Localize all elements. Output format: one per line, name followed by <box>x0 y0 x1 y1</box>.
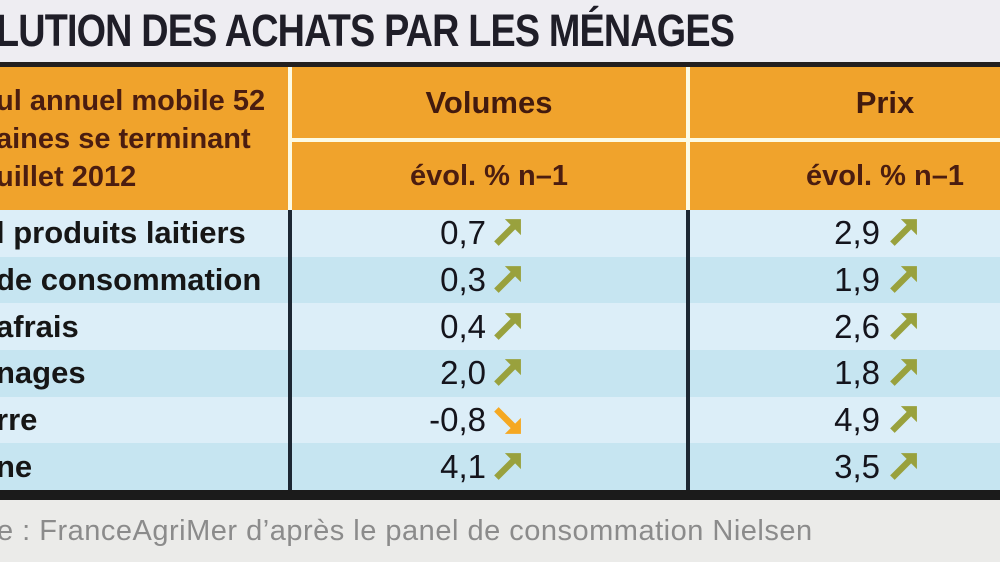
trend-up-arrow-icon <box>888 452 918 482</box>
table-row: rre -0,8 4,9 <box>0 396 1000 444</box>
volumes-subheader-label: évol. % n–1 <box>410 159 568 192</box>
table-row: de consommation 0,3 1,9 <box>0 256 1000 304</box>
volumes-value: 0,4 <box>440 307 486 345</box>
body-column-divider <box>288 210 292 490</box>
trend-up-arrow-icon <box>492 452 522 482</box>
source-text: e : FranceAgriMer d’après le panel de co… <box>0 514 813 547</box>
row-label: ne <box>0 448 33 484</box>
volumes-header-label: Volumes <box>425 84 553 120</box>
table-row: ne 4,1 3,5 <box>0 443 1000 491</box>
page-title: LUTION DES ACHATS PAR LES MÉNAGES <box>0 5 735 56</box>
title-band: LUTION DES ACHATS PAR LES MÉNAGES <box>0 0 1000 62</box>
prix-value: 1,9 <box>834 261 880 298</box>
trend-up-arrow-icon <box>888 218 918 248</box>
trend-down-arrow-icon <box>492 405 522 435</box>
prix-value: 3,5 <box>834 447 880 485</box>
column-header-prix: Prix évol. % n–1 <box>690 67 1000 210</box>
body-column-divider <box>686 210 690 490</box>
table-row: afrais 0,4 2,6 <box>0 303 1000 351</box>
volumes-value: 2,0 <box>440 354 486 392</box>
corner-header-cell: ul annuel mobile 52 aines se terminant u… <box>0 67 288 210</box>
trend-up-arrow-icon <box>492 312 522 342</box>
column-header-volumes: Volumes évol. % n–1 <box>292 67 686 210</box>
corner-header-line: aines se terminant <box>0 122 251 155</box>
row-label: rre <box>0 402 38 438</box>
header-column-divider <box>686 67 690 210</box>
prix-value: 2,6 <box>834 307 880 345</box>
source-footer: e : FranceAgriMer d’après le panel de co… <box>0 500 1000 562</box>
row-label: nages <box>0 355 86 391</box>
volumes-value: -0,8 <box>429 401 486 439</box>
trend-up-arrow-icon <box>888 405 918 435</box>
trend-up-arrow-icon <box>888 358 918 388</box>
row-label: l produits laitiers <box>0 215 246 251</box>
trend-up-arrow-icon <box>492 265 522 295</box>
prix-value: 1,8 <box>834 354 880 392</box>
prix-value: 4,9 <box>834 401 880 439</box>
corner-header-line: uillet 2012 <box>0 160 137 193</box>
trend-up-arrow-icon <box>492 358 522 388</box>
volumes-value: 0,7 <box>440 214 486 252</box>
corner-header-line: ul annuel mobile 52 <box>0 84 266 117</box>
trend-up-arrow-icon <box>888 265 918 295</box>
trend-up-arrow-icon <box>888 312 918 342</box>
header-column-divider <box>288 67 292 210</box>
table-row: nages 2,0 1,8 <box>0 350 1000 397</box>
top-rule <box>0 62 1000 67</box>
table-row: l produits laitiers 0,7 2,9 <box>0 210 1000 257</box>
header-divider <box>690 138 1000 142</box>
bottom-rule <box>0 490 1000 500</box>
volumes-value: 4,1 <box>440 447 486 485</box>
row-label: afrais <box>0 308 79 344</box>
prix-value: 2,9 <box>834 214 880 252</box>
prix-subheader-label: évol. % n–1 <box>806 159 964 192</box>
header-divider <box>292 138 686 142</box>
trend-up-arrow-icon <box>492 218 522 248</box>
prix-header-label: Prix <box>855 84 915 120</box>
row-label: de consommation <box>0 262 262 297</box>
volumes-value: 0,3 <box>440 261 486 298</box>
table-body: l produits laitiers 0,7 2,9 de consommat… <box>0 210 1000 491</box>
